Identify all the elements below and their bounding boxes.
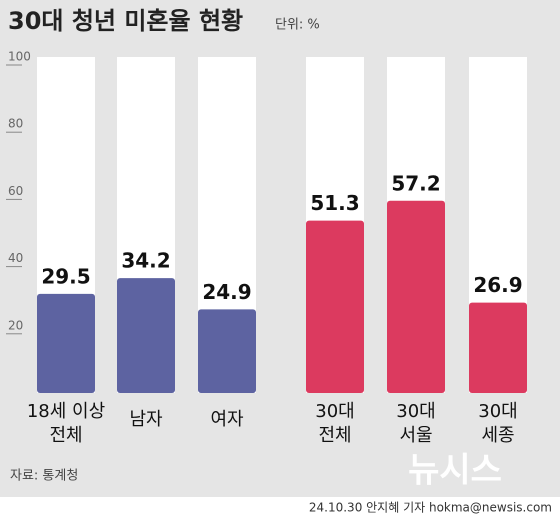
x-tick-label: 세종 [481,425,514,446]
y-tick-label: 60 [8,184,23,198]
value-label: 26.9 [473,273,522,297]
x-tick-label: 18세 이상 [27,401,105,422]
x-tick-label: 30대 [315,401,354,422]
x-tick-label: 남자 [129,409,163,430]
value-label: 29.5 [41,264,90,288]
y-tick-label: 100 [8,50,31,64]
footer-band [0,497,560,520]
bar [37,293,95,393]
x-tick-label: 서울 [399,425,432,446]
x-tick-label: 여자 [210,409,244,430]
value-label: 51.3 [310,191,359,215]
bar [117,278,175,393]
value-label: 57.2 [391,171,440,195]
x-tick-label: 30대 [396,401,435,422]
x-tick-label: 30대 [478,401,517,422]
bar [469,302,527,393]
bar [198,309,256,393]
watermark: 뉴시스 [408,451,502,491]
bar [387,200,445,393]
bar [306,220,364,393]
value-label: 24.9 [202,280,251,304]
y-tick-label: 20 [8,318,23,332]
chart-title: 30대 청년 미혼율 현황 [8,7,243,35]
y-tick-label: 40 [8,251,23,265]
value-label: 34.2 [121,249,170,273]
unit-label: 단위: % [275,18,320,33]
credit: 24.10.30 안지혜 기자 hokma@newsis.com [309,501,552,515]
source: 자료: 통계청 [10,469,78,484]
x-tick-label: 전체 [49,425,82,446]
y-tick-label: 80 [8,117,23,131]
x-tick-label: 전체 [318,425,351,446]
